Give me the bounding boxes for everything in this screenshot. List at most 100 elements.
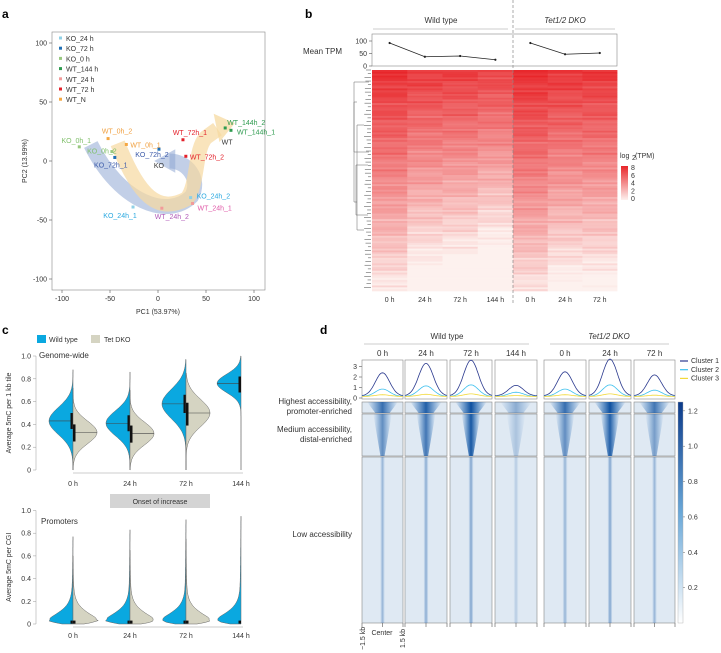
column-label: 72 h: [647, 349, 663, 358]
heatmap-cell: [372, 221, 408, 224]
heatmap-cell: [477, 86, 514, 89]
column-label: 0 h: [377, 349, 388, 358]
heatmap-cell: [582, 101, 618, 104]
legend-label: WT_72 h: [66, 87, 95, 94]
heatmap-cell: [582, 274, 618, 277]
dendrogram-branch: [356, 124, 364, 231]
iqr-box: [238, 620, 241, 624]
heatmap-cell: [477, 77, 514, 80]
heatmap-cell: [547, 73, 583, 76]
row-label: distal-enriched: [300, 435, 352, 444]
heatmap-cell: [442, 263, 479, 266]
heatmap-cell: [407, 272, 443, 275]
heatmap-cell: [407, 254, 443, 257]
heatmap-cell: [513, 110, 548, 113]
heatmap-cell: [513, 173, 548, 176]
heatmap-cell: [513, 116, 548, 119]
heatmap-cell: [547, 110, 583, 113]
heatmap-cell: [513, 75, 548, 78]
heatmap-cell: [442, 152, 479, 156]
heatmap-cell: [407, 206, 443, 209]
heatmap-cell: [407, 106, 443, 109]
heatmap-cell: [442, 71, 479, 74]
heatmap-cell: [513, 156, 548, 159]
heatmap-cell: [407, 167, 443, 170]
heatmap-cell: [547, 95, 583, 98]
heatmap-cell: [477, 219, 514, 222]
heatmap-cell: [582, 108, 618, 111]
heatmap-cell: [442, 281, 479, 284]
heatmap-cell: [372, 279, 408, 283]
heatmap-cell: [442, 270, 479, 273]
heatmap-cell: [477, 270, 514, 273]
heatmap-cell: [513, 278, 548, 281]
heatmap-cell: [442, 149, 479, 152]
legend-label: KO_0 h: [66, 56, 90, 63]
heatmap-cell: [547, 202, 583, 205]
heatmap-cell: [442, 209, 479, 213]
heatmap-cell: [407, 95, 443, 98]
heatmap-cell: [372, 232, 408, 235]
heatmap-cell: [582, 235, 618, 238]
heatmap-cell: [442, 75, 479, 78]
heatmap-cell: [513, 101, 548, 104]
heatmap-cell: [513, 79, 548, 82]
heatmap-cell: [547, 134, 583, 137]
legend-swatch: [59, 56, 62, 60]
heatmap-cell: [442, 139, 479, 143]
heatmap-cell: [582, 174, 618, 178]
heatmap-cell: [442, 191, 479, 194]
heatmap-cell: [582, 151, 618, 154]
iqr-box: [186, 402, 189, 426]
heatmap-cell: [582, 139, 618, 143]
heatmap-cell: [547, 132, 583, 135]
heatmap-cell: [407, 152, 443, 156]
heatmap-cell: [477, 254, 514, 257]
heatmap-cell: [477, 82, 514, 86]
accessibility-signal: [455, 402, 487, 413]
heatmap-cell: [442, 178, 479, 181]
heatmap-cell: [407, 208, 443, 211]
heatmap-cell: [372, 176, 408, 179]
y-tick-label: 0: [353, 396, 357, 403]
heatmap-cell: [582, 256, 618, 259]
heatmap-cell: [407, 158, 443, 161]
profile-curve: [543, 371, 587, 396]
heatmap-cell: [372, 287, 408, 290]
heatmap-cell: [442, 215, 479, 218]
heatmap-cell: [407, 169, 443, 172]
heatmap-cell: [372, 254, 408, 257]
heatmap-cell: [477, 267, 514, 270]
heatmap-cell: [407, 165, 443, 168]
heatmap-cell: [372, 139, 408, 143]
heatmap-cell: [513, 99, 548, 102]
heatmap-cell: [407, 77, 443, 80]
heatmap-cell: [547, 268, 583, 272]
heatmap-cell: [582, 104, 618, 108]
heatmap-cell: [582, 95, 618, 98]
mean-tpm-point: [529, 41, 532, 45]
heatmap-cell: [513, 139, 548, 143]
heatmap-cell: [547, 84, 583, 87]
heatmap-cell: [477, 116, 514, 119]
heatmap-cell: [547, 178, 583, 181]
heatmap-cell: [407, 217, 443, 220]
profile-curve: [634, 394, 675, 397]
heatmap-cell: [407, 180, 443, 183]
x-tick-label: 24 h: [123, 481, 137, 488]
heatmap-cell: [477, 265, 514, 268]
heatmap-cell: [372, 213, 408, 216]
heatmap-cell: [513, 95, 548, 98]
y-tick-label: 100: [35, 41, 47, 48]
heatmap-cell: [513, 217, 548, 220]
heatmap-cell: [582, 200, 618, 203]
heatmap-cell: [477, 187, 514, 191]
heatmap-cell: [513, 209, 548, 213]
heatmap-cell: [372, 224, 408, 227]
accessibility-signal: [652, 457, 657, 623]
heatmap-cell: [582, 209, 618, 213]
heatmap-cell: [372, 202, 408, 205]
heatmap-cell: [547, 184, 583, 187]
x-tick-label: 24 h: [123, 633, 137, 640]
y-tick-label: 1.0: [21, 354, 31, 361]
